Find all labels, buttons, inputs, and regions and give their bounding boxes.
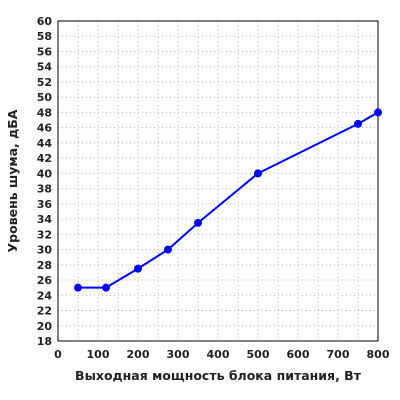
y-tick-label: 56 <box>37 45 53 58</box>
y-tick-label: 32 <box>37 228 52 241</box>
y-tick-label: 46 <box>37 122 53 135</box>
x-tick-label: 300 <box>167 348 190 361</box>
series-line <box>78 111 379 289</box>
y-tick-label: 44 <box>37 137 53 150</box>
y-tick-label: 50 <box>37 91 53 104</box>
y-tick-label: 38 <box>37 183 52 196</box>
data-point <box>354 119 362 128</box>
data-point <box>164 245 172 254</box>
plot-frame <box>57 20 379 342</box>
x-axis-label: Выходная мощность блока питания, Вт <box>75 368 362 383</box>
y-tick-label: 42 <box>37 152 52 165</box>
x-tick-label: 600 <box>287 348 310 361</box>
y-axis-ticks: 18 20 22 24 26 28 30 32 34 36 38 40 42 44 46 48 50 52 54 56… <box>37 15 53 348</box>
y-tick-label: 48 <box>37 106 52 119</box>
y-tick-label: 52 <box>37 76 52 89</box>
x-tick-label: 0 <box>54 348 62 361</box>
y-tick-label: 40 <box>37 167 53 180</box>
y-tick-label: 22 <box>37 305 52 318</box>
x-tick-label: 100 <box>87 348 110 361</box>
y-tick-label: 36 <box>37 198 53 211</box>
grid <box>58 21 378 341</box>
x-tick-label: 400 <box>207 348 230 361</box>
y-tick-label: 30 <box>37 244 53 257</box>
data-point <box>102 283 110 292</box>
y-tick-label: 34 <box>37 213 53 226</box>
x-axis-ticks: 0 100 200 300 400 500 600 700 800 <box>54 348 390 361</box>
data-point <box>254 169 262 178</box>
x-tick-label: 500 <box>247 348 270 361</box>
x-tick-label: 200 <box>127 348 150 361</box>
data-point <box>74 283 82 292</box>
series <box>74 108 382 292</box>
x-tick-label: 700 <box>327 348 350 361</box>
x-tick-label: 800 <box>367 348 390 361</box>
y-tick-label: 24 <box>37 289 53 302</box>
y-tick-label: 18 <box>37 335 52 348</box>
y-tick-label: 60 <box>37 15 53 28</box>
data-point <box>134 264 142 273</box>
y-axis-label: Уровень шума, дБА <box>5 109 20 252</box>
y-tick-label: 20 <box>37 320 53 333</box>
y-tick-label: 26 <box>37 274 53 287</box>
data-point <box>194 218 202 227</box>
data-point <box>374 108 382 117</box>
y-tick-label: 28 <box>37 259 52 272</box>
y-tick-label: 58 <box>37 30 52 43</box>
y-tick-label: 54 <box>37 61 53 74</box>
